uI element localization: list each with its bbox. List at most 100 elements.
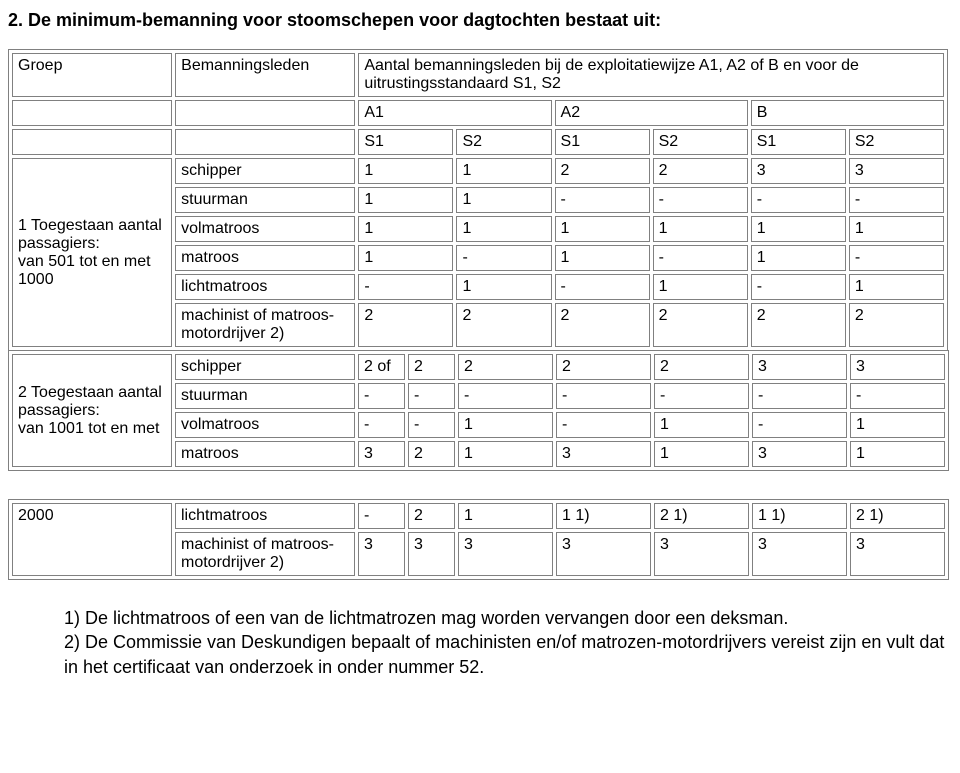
val-cell: - [751,187,846,213]
val-cell: - [358,274,453,300]
val-cell: - [408,383,455,409]
val-cell: 2 [555,158,650,184]
val-cell: 3 [556,441,651,467]
val-cell: 1 [456,274,551,300]
val-cell: 1 [849,216,944,242]
val-cell: - [653,245,748,271]
val-cell: 3 [849,158,944,184]
val-cell: - [358,412,405,438]
col-header-bemanning: Bemanningsleden [175,53,355,97]
val-cell: - [849,187,944,213]
val-cell: 1 [850,412,945,438]
footnote-1: 1) De lichtmatroos of een van de lichtma… [64,606,948,630]
val-cell: - [358,503,405,529]
std-cell: S2 [849,129,944,155]
empty-cell [12,100,172,126]
mode-a1: A1 [358,100,551,126]
group1-label: 1 Toegestaan aantal passagiers: van 501 … [12,158,172,347]
val-cell: 1 [850,441,945,467]
val-cell: - [556,412,651,438]
mode-row: A1 A2 B [12,100,944,126]
val-cell: 3 [408,532,455,576]
crew-table-main: Groep Bemanningsleden Aantal bemanningsl… [8,49,948,351]
role-cell: stuurman [175,187,355,213]
mode-a2: A2 [555,100,748,126]
val-cell: 2 [358,303,453,347]
val-cell: 1 [358,216,453,242]
val-cell: 1 [751,245,846,271]
val-cell: 2 [408,441,455,467]
val-cell: - [555,187,650,213]
val-cell: - [456,245,551,271]
val-cell: 3 [850,354,945,380]
val-cell: - [752,383,847,409]
group2-label: 2 Toegestaan aantal passagiers: van 1001… [12,354,172,467]
val-cell: 2 [849,303,944,347]
std-cell: S1 [358,129,453,155]
val-cell: 1 1) [752,503,847,529]
val-cell: 1 [458,441,553,467]
val-cell: 1 [358,158,453,184]
val-cell: 3 [654,532,749,576]
val-cell: - [653,187,748,213]
val-cell: 1 [654,412,749,438]
empty-cell [12,129,172,155]
std-cell: S2 [653,129,748,155]
role-cell: matroos [175,441,355,467]
val-cell: 1 [555,216,650,242]
standard-row: S1 S2 S1 S2 S1 S2 [12,129,944,155]
val-cell: 1 [458,503,553,529]
table-gap [8,471,948,499]
val-cell: 3 [752,441,847,467]
val-cell: 2 [556,354,651,380]
role-cell: machinist of matroos-motordrijver 2) [175,532,355,576]
val-cell: 3 [556,532,651,576]
document-page: 2. De minimum-bemanning voor stoomschepe… [0,0,960,699]
val-cell: - [752,412,847,438]
footnotes: 1) De lichtmatroos of een van de lichtma… [64,606,948,679]
val-cell: 2 of [358,354,405,380]
role-cell: schipper [175,158,355,184]
val-cell: 1 [456,158,551,184]
role-cell: lichtmatroos [175,274,355,300]
val-cell: 2 [654,354,749,380]
crew-table-group2b: 2000 lichtmatroos - 2 1 1 1) 2 1) 1 1) 2… [8,499,949,580]
val-cell: 3 [458,532,553,576]
val-cell: 2 [458,354,553,380]
table-row: 2000 lichtmatroos - 2 1 1 1) 2 1) 1 1) 2… [12,503,945,529]
val-cell: 2 1) [654,503,749,529]
role-cell: machinist of matroos-motordrijver 2) [175,303,355,347]
footnote-2: 2) De Commissie van Deskundigen bepaalt … [64,630,948,679]
role-cell: volmatroos [175,216,355,242]
val-cell: 1 [358,245,453,271]
val-cell: 1 [555,245,650,271]
val-cell: 1 [456,187,551,213]
val-cell: 2 [653,158,748,184]
role-cell: volmatroos [175,412,355,438]
val-cell: 1 [849,274,944,300]
val-cell: 3 [752,532,847,576]
col-header-groep: Groep [12,53,172,97]
val-cell: 1 [653,216,748,242]
std-cell: S1 [555,129,650,155]
section-heading: 2. De minimum-bemanning voor stoomschepe… [8,10,948,31]
val-cell: 1 1) [556,503,651,529]
val-cell: 1 [358,187,453,213]
val-cell: 2 [408,503,455,529]
val-cell: 1 [654,441,749,467]
empty-cell [175,100,355,126]
val-cell: - [849,245,944,271]
val-cell: 3 [358,441,405,467]
val-cell: 1 [456,216,551,242]
role-cell: schipper [175,354,355,380]
mode-b: B [751,100,944,126]
val-cell: 3 [752,354,847,380]
col-header-span: Aantal bemanningsleden bij de exploitati… [358,53,944,97]
val-cell: - [556,383,651,409]
val-cell: 2 [653,303,748,347]
val-cell: 2 [408,354,455,380]
val-cell: 1 [751,216,846,242]
val-cell: 3 [751,158,846,184]
table-row: 1 Toegestaan aantal passagiers: van 501 … [12,158,944,184]
val-cell: 2 1) [850,503,945,529]
